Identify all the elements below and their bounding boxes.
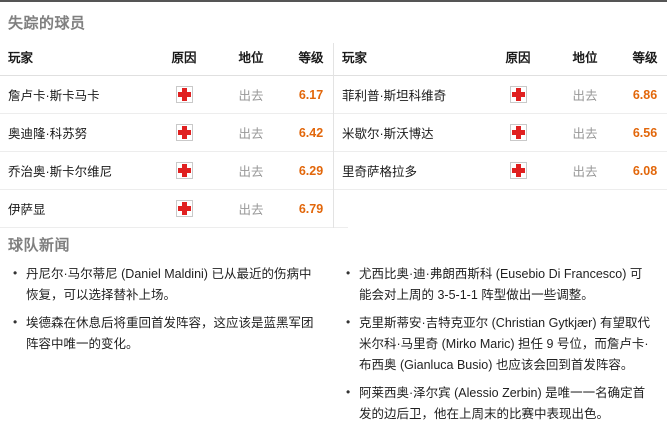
team-news-column-left: 丹尼尔·马尔蒂尼 (Daniel Maldini) 已从最近的伤病中恢复，可以选… bbox=[0, 263, 333, 432]
table-row[interactable]: 里奇萨格拉多 出去 6.08 bbox=[334, 151, 667, 190]
table-header-row: 玩家 原因 地位 等级 bbox=[0, 43, 348, 76]
team-news-title: 球队新闻 bbox=[8, 237, 71, 254]
missing-players-title: 失踪的球员 bbox=[8, 15, 86, 32]
list-item: 丹尼尔·马尔蒂尼 (Daniel Maldini) 已从最近的伤病中恢复，可以选… bbox=[13, 263, 319, 306]
player-name[interactable]: 奥迪隆·科苏努 bbox=[8, 127, 88, 141]
column-header-player[interactable]: 玩家 bbox=[334, 43, 482, 76]
rating-value: 6.42 bbox=[298, 125, 324, 140]
table-row[interactable]: 乔治奥·斯卡尔维尼 出去 6.29 bbox=[0, 151, 348, 190]
column-header-player[interactable]: 玩家 bbox=[0, 43, 148, 76]
medical-cross-icon bbox=[175, 86, 193, 103]
medical-cross-icon bbox=[175, 124, 193, 141]
table-row[interactable]: 米歇尔·斯沃博达 出去 6.56 bbox=[334, 113, 667, 152]
player-name[interactable]: 里奇萨格拉多 bbox=[342, 165, 418, 179]
table-row[interactable]: 菲利普·斯坦科维奇 出去 6.86 bbox=[334, 75, 667, 114]
team-news-list: 尤西比奥·迪·弗朗西斯科 (Eusebio Di Francesco) 可能会对… bbox=[333, 263, 652, 425]
list-item: 阿莱西奥·泽尔宾 (Alessio Zerbin) 是唯一一名确定首发的边后卫，… bbox=[346, 382, 652, 425]
column-header-reason[interactable]: 原因 bbox=[148, 43, 220, 76]
status-label: 出去 bbox=[572, 89, 598, 103]
team-news-list: 丹尼尔·马尔蒂尼 (Daniel Maldini) 已从最近的伤病中恢复，可以选… bbox=[0, 263, 319, 355]
list-item: 尤西比奥·迪·弗朗西斯科 (Eusebio Di Francesco) 可能会对… bbox=[346, 263, 652, 306]
column-header-status[interactable]: 地位 bbox=[220, 43, 282, 76]
list-item: 克里斯蒂安·吉特克亚尔 (Christian Gytkjær) 有望取代米尔科·… bbox=[346, 312, 652, 376]
column-header-status[interactable]: 地位 bbox=[554, 43, 616, 76]
missing-table: 玩家 原因 地位 等级 詹卢卡·斯卡马卡 出去 6.17 奥迪隆·科苏努 bbox=[0, 43, 348, 228]
team-news-columns: 丹尼尔·马尔蒂尼 (Daniel Maldini) 已从最近的伤病中恢复，可以选… bbox=[0, 263, 667, 432]
table-row[interactable]: 詹卢卡·斯卡马卡 出去 6.17 bbox=[0, 75, 348, 114]
rating-value: 6.29 bbox=[298, 163, 324, 178]
medical-cross-icon bbox=[509, 86, 527, 103]
status-label: 出去 bbox=[572, 165, 598, 179]
player-name[interactable]: 伊萨显 bbox=[8, 203, 46, 217]
status-label: 出去 bbox=[238, 89, 264, 103]
rating-value: 6.17 bbox=[298, 87, 324, 102]
column-header-reason[interactable]: 原因 bbox=[482, 43, 554, 76]
team-news-column-right: 尤西比奥·迪·弗朗西斯科 (Eusebio Di Francesco) 可能会对… bbox=[333, 263, 666, 432]
status-label: 出去 bbox=[572, 127, 598, 141]
player-name[interactable]: 菲利普·斯坦科维奇 bbox=[342, 89, 447, 103]
rating-value: 6.08 bbox=[632, 163, 658, 178]
medical-cross-icon bbox=[175, 200, 193, 217]
rating-value: 6.86 bbox=[632, 87, 658, 102]
status-label: 出去 bbox=[238, 203, 264, 217]
list-item: 埃德森在休息后将重回首发阵容，这应该是蓝黑军团阵容中唯一的变化。 bbox=[13, 312, 319, 355]
player-name[interactable]: 詹卢卡·斯卡马卡 bbox=[8, 89, 100, 103]
medical-cross-icon bbox=[509, 162, 527, 179]
missing-table: 玩家 原因 地位 等级 菲利普·斯坦科维奇 出去 6.86 米歇尔·斯沃博达 bbox=[334, 43, 667, 190]
table-row[interactable]: 奥迪隆·科苏努 出去 6.42 bbox=[0, 113, 348, 152]
missing-players-table-right: 玩家 原因 地位 等级 菲利普·斯坦科维奇 出去 6.86 米歇尔·斯沃博达 bbox=[333, 43, 667, 228]
status-label: 出去 bbox=[238, 127, 264, 141]
medical-cross-icon bbox=[509, 124, 527, 141]
rating-value: 6.79 bbox=[298, 201, 324, 216]
missing-players-table-left: 玩家 原因 地位 等级 詹卢卡·斯卡马卡 出去 6.17 奥迪隆·科苏努 bbox=[0, 43, 348, 228]
player-name[interactable]: 乔治奥·斯卡尔维尼 bbox=[8, 165, 113, 179]
missing-players-tables: 玩家 原因 地位 等级 詹卢卡·斯卡马卡 出去 6.17 奥迪隆·科苏努 bbox=[0, 43, 667, 228]
medical-cross-icon bbox=[175, 162, 193, 179]
rating-value: 6.56 bbox=[632, 125, 658, 140]
player-name[interactable]: 米歇尔·斯沃博达 bbox=[342, 127, 434, 141]
status-label: 出去 bbox=[238, 165, 264, 179]
table-header-row: 玩家 原因 地位 等级 bbox=[334, 43, 667, 76]
column-header-rating[interactable]: 等级 bbox=[616, 43, 667, 76]
table-row[interactable]: 伊萨显 出去 6.79 bbox=[0, 189, 348, 228]
